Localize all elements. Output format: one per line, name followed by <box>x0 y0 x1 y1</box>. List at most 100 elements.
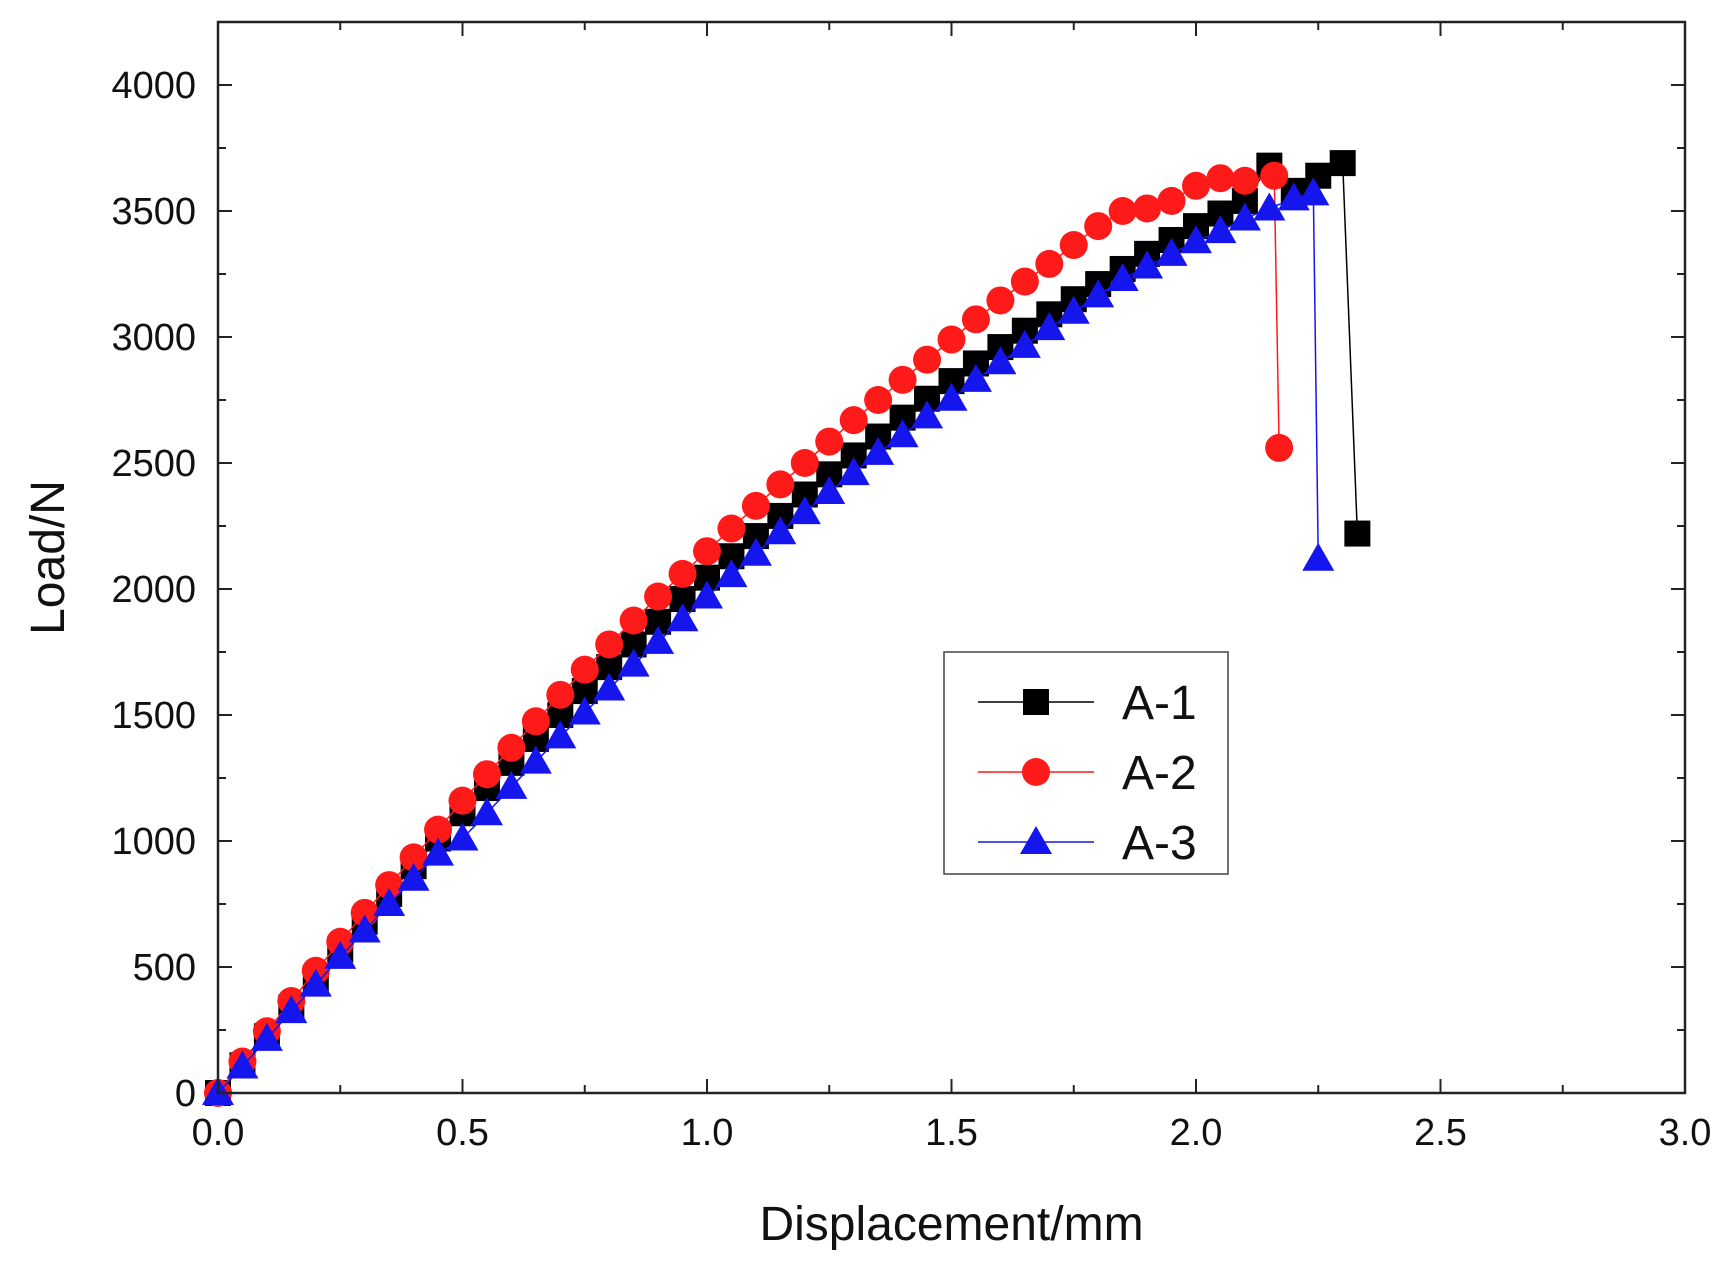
data-point <box>1230 166 1259 195</box>
data-point <box>595 630 624 659</box>
data-point <box>546 680 575 709</box>
data-point <box>1010 267 1039 296</box>
data-point <box>568 696 601 725</box>
data-point <box>1008 329 1041 358</box>
data-point <box>1297 177 1330 206</box>
data-point <box>1082 279 1115 308</box>
data-point <box>788 496 821 525</box>
data-point <box>937 325 966 354</box>
data-point <box>717 514 746 543</box>
x-tick-label: 1.5 <box>925 1112 978 1154</box>
data-point <box>1157 186 1186 215</box>
y-tick-label: 2000 <box>111 569 196 611</box>
data-point <box>446 822 479 851</box>
data-point <box>790 449 819 477</box>
data-point <box>1206 164 1235 193</box>
data-point <box>913 345 942 374</box>
legend-box <box>943 651 1229 875</box>
data-point <box>984 346 1017 375</box>
data-point <box>1035 249 1064 278</box>
data-point <box>1204 215 1237 244</box>
data-point <box>275 995 308 1024</box>
data-point <box>1155 237 1188 266</box>
legend-entry: A-2 <box>978 747 1197 800</box>
data-point <box>619 606 648 635</box>
y-tick-label: 1000 <box>111 821 196 863</box>
legend-label: A-2 <box>1122 747 1197 800</box>
y-tick-label: 1500 <box>111 695 196 737</box>
data-point <box>764 516 797 545</box>
data-point <box>959 363 992 392</box>
data-point <box>1133 194 1162 223</box>
data-point <box>935 382 968 411</box>
series-A-2 <box>204 161 1294 1107</box>
data-point <box>495 770 528 799</box>
data-point <box>741 491 770 520</box>
legend-marker <box>1022 758 1050 786</box>
series-line <box>217 174 1280 1094</box>
data-point <box>888 365 917 394</box>
data-point <box>397 862 430 891</box>
data-point <box>226 1050 259 1079</box>
y-tick-label: 2500 <box>111 443 196 485</box>
data-point <box>691 580 723 609</box>
data-point <box>693 537 721 566</box>
data-point <box>911 400 944 429</box>
x-tick-label: 0.0 <box>192 1112 245 1154</box>
data-point <box>961 305 990 334</box>
data-point <box>1265 433 1294 462</box>
x-tick-label: 2.5 <box>1414 1112 1467 1154</box>
legend-label: A-3 <box>1122 817 1197 870</box>
data-point <box>422 837 455 866</box>
data-point <box>862 436 895 465</box>
data-point <box>766 470 795 499</box>
series-line <box>217 192 1319 1094</box>
x-tick-label: 3.0 <box>1659 1112 1712 1154</box>
series-layer <box>202 150 1371 1107</box>
data-point <box>497 733 526 762</box>
data-point <box>1329 150 1356 177</box>
data-point <box>815 427 844 456</box>
data-point <box>1228 202 1261 231</box>
data-point <box>1059 231 1088 260</box>
data-point <box>324 940 357 969</box>
x-axis-title: Displacement/mm <box>759 1198 1143 1251</box>
data-point <box>644 582 673 611</box>
y-tick-label: 4000 <box>111 65 196 107</box>
data-point <box>1302 542 1335 571</box>
legend-marker <box>1020 826 1052 854</box>
data-point <box>986 286 1015 315</box>
data-point <box>593 672 626 701</box>
data-point <box>250 1022 283 1051</box>
data-point <box>1106 263 1139 292</box>
data-point <box>521 707 550 736</box>
data-point <box>1253 192 1286 221</box>
y-tick-label: 500 <box>133 947 196 989</box>
x-tick-label: 1.0 <box>681 1112 734 1154</box>
x-tick-label: 0.5 <box>436 1112 489 1154</box>
data-point <box>1084 212 1113 241</box>
plot-frame <box>216 20 1687 1095</box>
data-point <box>642 625 675 654</box>
legend-entries: A-1 A-2 A-3 <box>978 677 1197 870</box>
data-point <box>350 898 379 927</box>
data-point <box>348 914 381 943</box>
series-A-3 <box>202 177 1335 1105</box>
y-tick-label: 3000 <box>111 317 196 359</box>
data-point <box>739 537 772 566</box>
x-tick-label: 2.0 <box>1170 1112 1223 1154</box>
data-point <box>570 655 599 684</box>
data-point <box>1344 520 1371 547</box>
data-point <box>1260 161 1289 190</box>
data-point <box>617 648 650 677</box>
data-point <box>666 603 699 632</box>
series-line <box>217 161 1359 1094</box>
data-point <box>715 559 748 588</box>
data-point <box>519 745 552 774</box>
data-point <box>470 797 503 826</box>
data-point <box>448 786 477 815</box>
legend-entry: A-1 <box>978 677 1197 730</box>
data-point <box>1057 295 1090 324</box>
data-point <box>668 559 697 588</box>
